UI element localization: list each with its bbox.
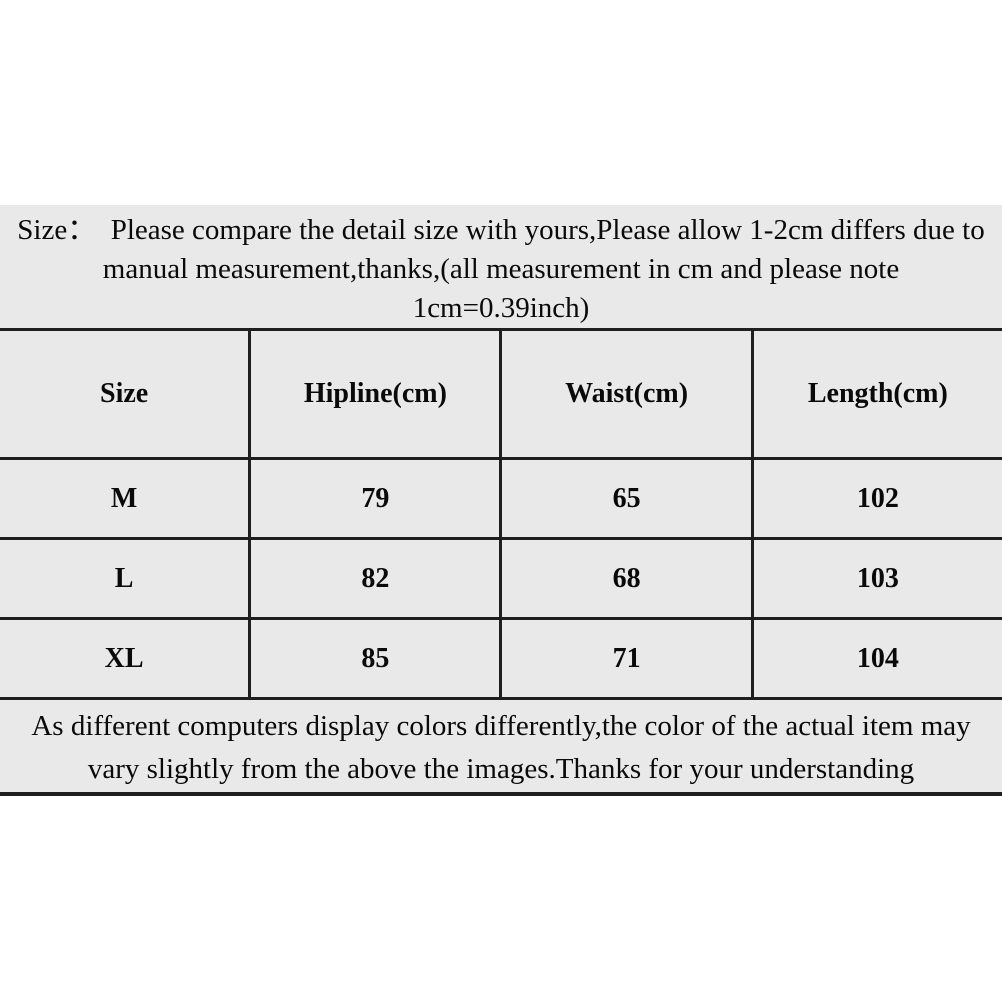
cell-length-m: 102 — [750, 458, 1002, 540]
cell-size-m: M — [0, 458, 250, 540]
cell-size-xl: XL — [0, 618, 250, 700]
size-table: Size Hipline(cm) Waist(cm) Length(cm) M … — [0, 328, 1002, 700]
measurement-note-line-3: 1cm=0.39inch) — [412, 292, 590, 324]
cell-waist-xl: 71 — [499, 618, 753, 700]
color-disclaimer-line-2: vary slightly from the above the images.… — [87, 753, 915, 785]
table-row-l: L 82 68 103 — [0, 538, 1002, 620]
header-waist: Waist(cm) — [499, 328, 753, 460]
header-length: Length(cm) — [750, 328, 1002, 460]
header-size: Size — [0, 328, 250, 460]
cell-size-l: L — [0, 538, 250, 620]
color-disclaimer-note: As different computers display colors di… — [0, 700, 1002, 792]
cell-waist-m: 65 — [499, 458, 753, 540]
size-table-header-row: Size Hipline(cm) Waist(cm) Length(cm) — [0, 328, 1002, 460]
table-row-xl: XL 85 71 104 — [0, 618, 1002, 700]
header-hipline: Hipline(cm) — [248, 328, 501, 460]
cell-length-l: 103 — [750, 538, 1002, 620]
cell-length-xl: 104 — [750, 618, 1002, 700]
cell-hipline-l: 82 — [248, 538, 501, 620]
color-disclaimer-line-1: As different computers display colors di… — [31, 710, 971, 742]
table-row-m: M 79 65 102 — [0, 458, 1002, 540]
size-chart-panel: Size： Please compare the detail size wit… — [0, 205, 1002, 796]
measurement-note: Size： Please compare the detail size wit… — [0, 205, 1002, 328]
cell-hipline-m: 79 — [248, 458, 501, 540]
cell-hipline-xl: 85 — [248, 618, 501, 700]
cell-waist-l: 68 — [499, 538, 753, 620]
measurement-note-line-1: Size： Please compare the detail size wit… — [17, 214, 985, 246]
measurement-note-line-2: manual measurement,thanks,(all measureme… — [102, 253, 900, 285]
